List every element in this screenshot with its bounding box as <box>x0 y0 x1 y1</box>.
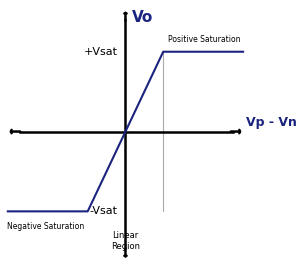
Text: +Vsat: +Vsat <box>84 47 118 57</box>
Text: -Vsat: -Vsat <box>90 206 118 216</box>
Text: Linear
Region: Linear Region <box>111 231 140 251</box>
Text: Positive Saturation: Positive Saturation <box>167 35 240 44</box>
Text: Vp - Vn: Vp - Vn <box>246 117 297 129</box>
Text: Vo: Vo <box>132 10 153 25</box>
Text: Negative Saturation: Negative Saturation <box>7 222 84 230</box>
